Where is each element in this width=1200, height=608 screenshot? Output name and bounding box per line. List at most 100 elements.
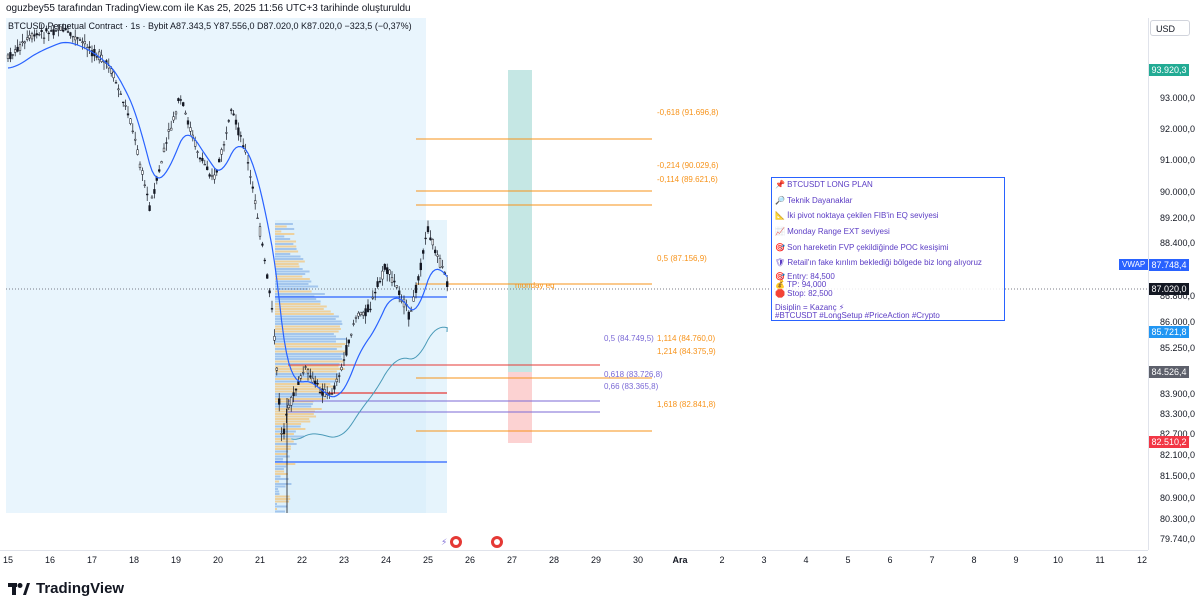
trade-plan-note[interactable]: 📌 BTCUSDT LONG PLAN 🔎 Teknik Dayanaklar … [771, 177, 1005, 321]
candle-body [158, 169, 161, 172]
candle-body [141, 170, 144, 175]
volume-profile-bar [275, 293, 325, 295]
volume-profile-bar [275, 445, 291, 448]
candle-body [388, 269, 391, 275]
time-tick: 18 [128, 555, 140, 565]
candle-body [134, 138, 137, 141]
candle-body [45, 28, 48, 32]
candle-body [328, 393, 331, 395]
target-zone [508, 70, 532, 372]
volume-profile-bar [275, 300, 321, 303]
candle-body [424, 237, 427, 240]
volume-profile-bar [275, 233, 295, 235]
price-chart[interactable]: ⚡ [0, 18, 1148, 550]
volume-profile-bar [275, 265, 300, 268]
vwap-indicator-tag[interactable]: VWAP [1119, 259, 1149, 270]
price-axis[interactable]: 93.000,0 92.000,0 91.000,0 90.000,0 89.2… [1148, 18, 1200, 550]
candle-body [28, 34, 31, 39]
candle-body [345, 345, 348, 356]
price-tick: 86.000,0 [1159, 317, 1195, 327]
candle-body [302, 372, 305, 374]
volume-profile-bar [275, 495, 290, 498]
time-tick: Ara [672, 555, 688, 565]
symbol-info-line[interactable]: BTCUSD Perpetual Contract · 1s · Bybit A… [8, 21, 412, 31]
candle-body [203, 163, 206, 166]
candle-body [407, 311, 410, 320]
candle-body [316, 383, 319, 385]
candle-body [122, 101, 125, 104]
volume-profile-bar [275, 323, 343, 325]
volume-profile-bar [275, 500, 290, 503]
volume-profile-bar [275, 290, 312, 293]
candle-body [227, 120, 230, 122]
price-tick: 83.300,0 [1159, 409, 1195, 419]
monday-eq-label: monday eq [515, 281, 555, 290]
volume-profile-bar [275, 358, 343, 360]
volume-profile-bar [275, 508, 277, 510]
candle-body [88, 46, 91, 48]
candle-body [398, 290, 401, 295]
candle-body [54, 30, 58, 32]
volume-profile-bar [275, 505, 288, 508]
volume-profile-bar [275, 468, 284, 470]
volume-profile-bar [275, 485, 286, 488]
volume-profile-bar [275, 470, 285, 473]
fib-label-6: 1,114 (84.760,0) [657, 334, 716, 343]
brand-name: TradingView [36, 580, 125, 597]
candle-body [335, 378, 338, 383]
candle-body [364, 308, 367, 317]
volume-profile-bar [275, 230, 282, 233]
volume-profile-bar [275, 350, 346, 353]
fib-label-10: 1,618 (82.841,8) [657, 400, 716, 409]
candle-body [16, 46, 19, 52]
candle-body [47, 32, 50, 35]
candle-body [119, 93, 122, 95]
time-tick: 12 [1136, 555, 1148, 565]
volume-profile-bar [275, 368, 345, 370]
volume-profile-bar [275, 463, 296, 465]
candle-body [35, 33, 38, 36]
volume-profile-bar [275, 278, 310, 280]
candle-body [280, 433, 283, 435]
candle-body [71, 35, 74, 38]
volume-profile [275, 223, 347, 513]
candle-body [220, 149, 223, 155]
candle-body [275, 367, 278, 371]
time-tick: 21 [254, 555, 266, 565]
volume-profile-bar [275, 333, 334, 335]
price-tick: 93.000,0 [1159, 93, 1195, 103]
price-label-gray: 84.526,4 [1149, 366, 1189, 378]
candle-body [136, 149, 139, 155]
candle-body [213, 174, 216, 180]
candle-body [189, 127, 192, 132]
candle-body [294, 388, 298, 391]
volume-profile-bar [275, 480, 280, 483]
candle-body [57, 29, 60, 31]
volume-profile-bar [275, 338, 347, 340]
volume-profile-bar [275, 438, 291, 440]
currency-button[interactable]: USD [1150, 20, 1190, 36]
price-label-vwap: 87.748,4 [1149, 259, 1189, 271]
volume-profile-bar [275, 385, 334, 388]
time-tick: 19 [170, 555, 182, 565]
note-title: 📌 BTCUSDT LONG PLAN [775, 180, 873, 189]
candle-body [81, 41, 84, 43]
candle-body [184, 112, 187, 115]
volume-profile-bar [275, 435, 304, 438]
candle-body [352, 323, 355, 325]
time-tick: 17 [86, 555, 98, 565]
time-tick: 4 [803, 555, 809, 565]
price-tick: 81.500,0 [1159, 471, 1195, 481]
volume-profile-bar [275, 275, 303, 278]
volume-profile-bar [275, 298, 317, 300]
candle-body [124, 105, 127, 107]
volume-profile-bar [275, 243, 294, 245]
time-axis[interactable]: 15 16 17 18 19 20 21 22 23 24 25 26 27 28 29 30 Ara 2 3 4 5 6… [0, 550, 1148, 571]
chart-pane[interactable]: ⚡ [0, 18, 1148, 550]
candle-body [59, 26, 62, 31]
candle-body [222, 144, 226, 146]
volume-profile-bar [275, 498, 291, 500]
candle-body [417, 276, 420, 281]
candle-body [359, 311, 362, 316]
candle-body [347, 339, 350, 344]
